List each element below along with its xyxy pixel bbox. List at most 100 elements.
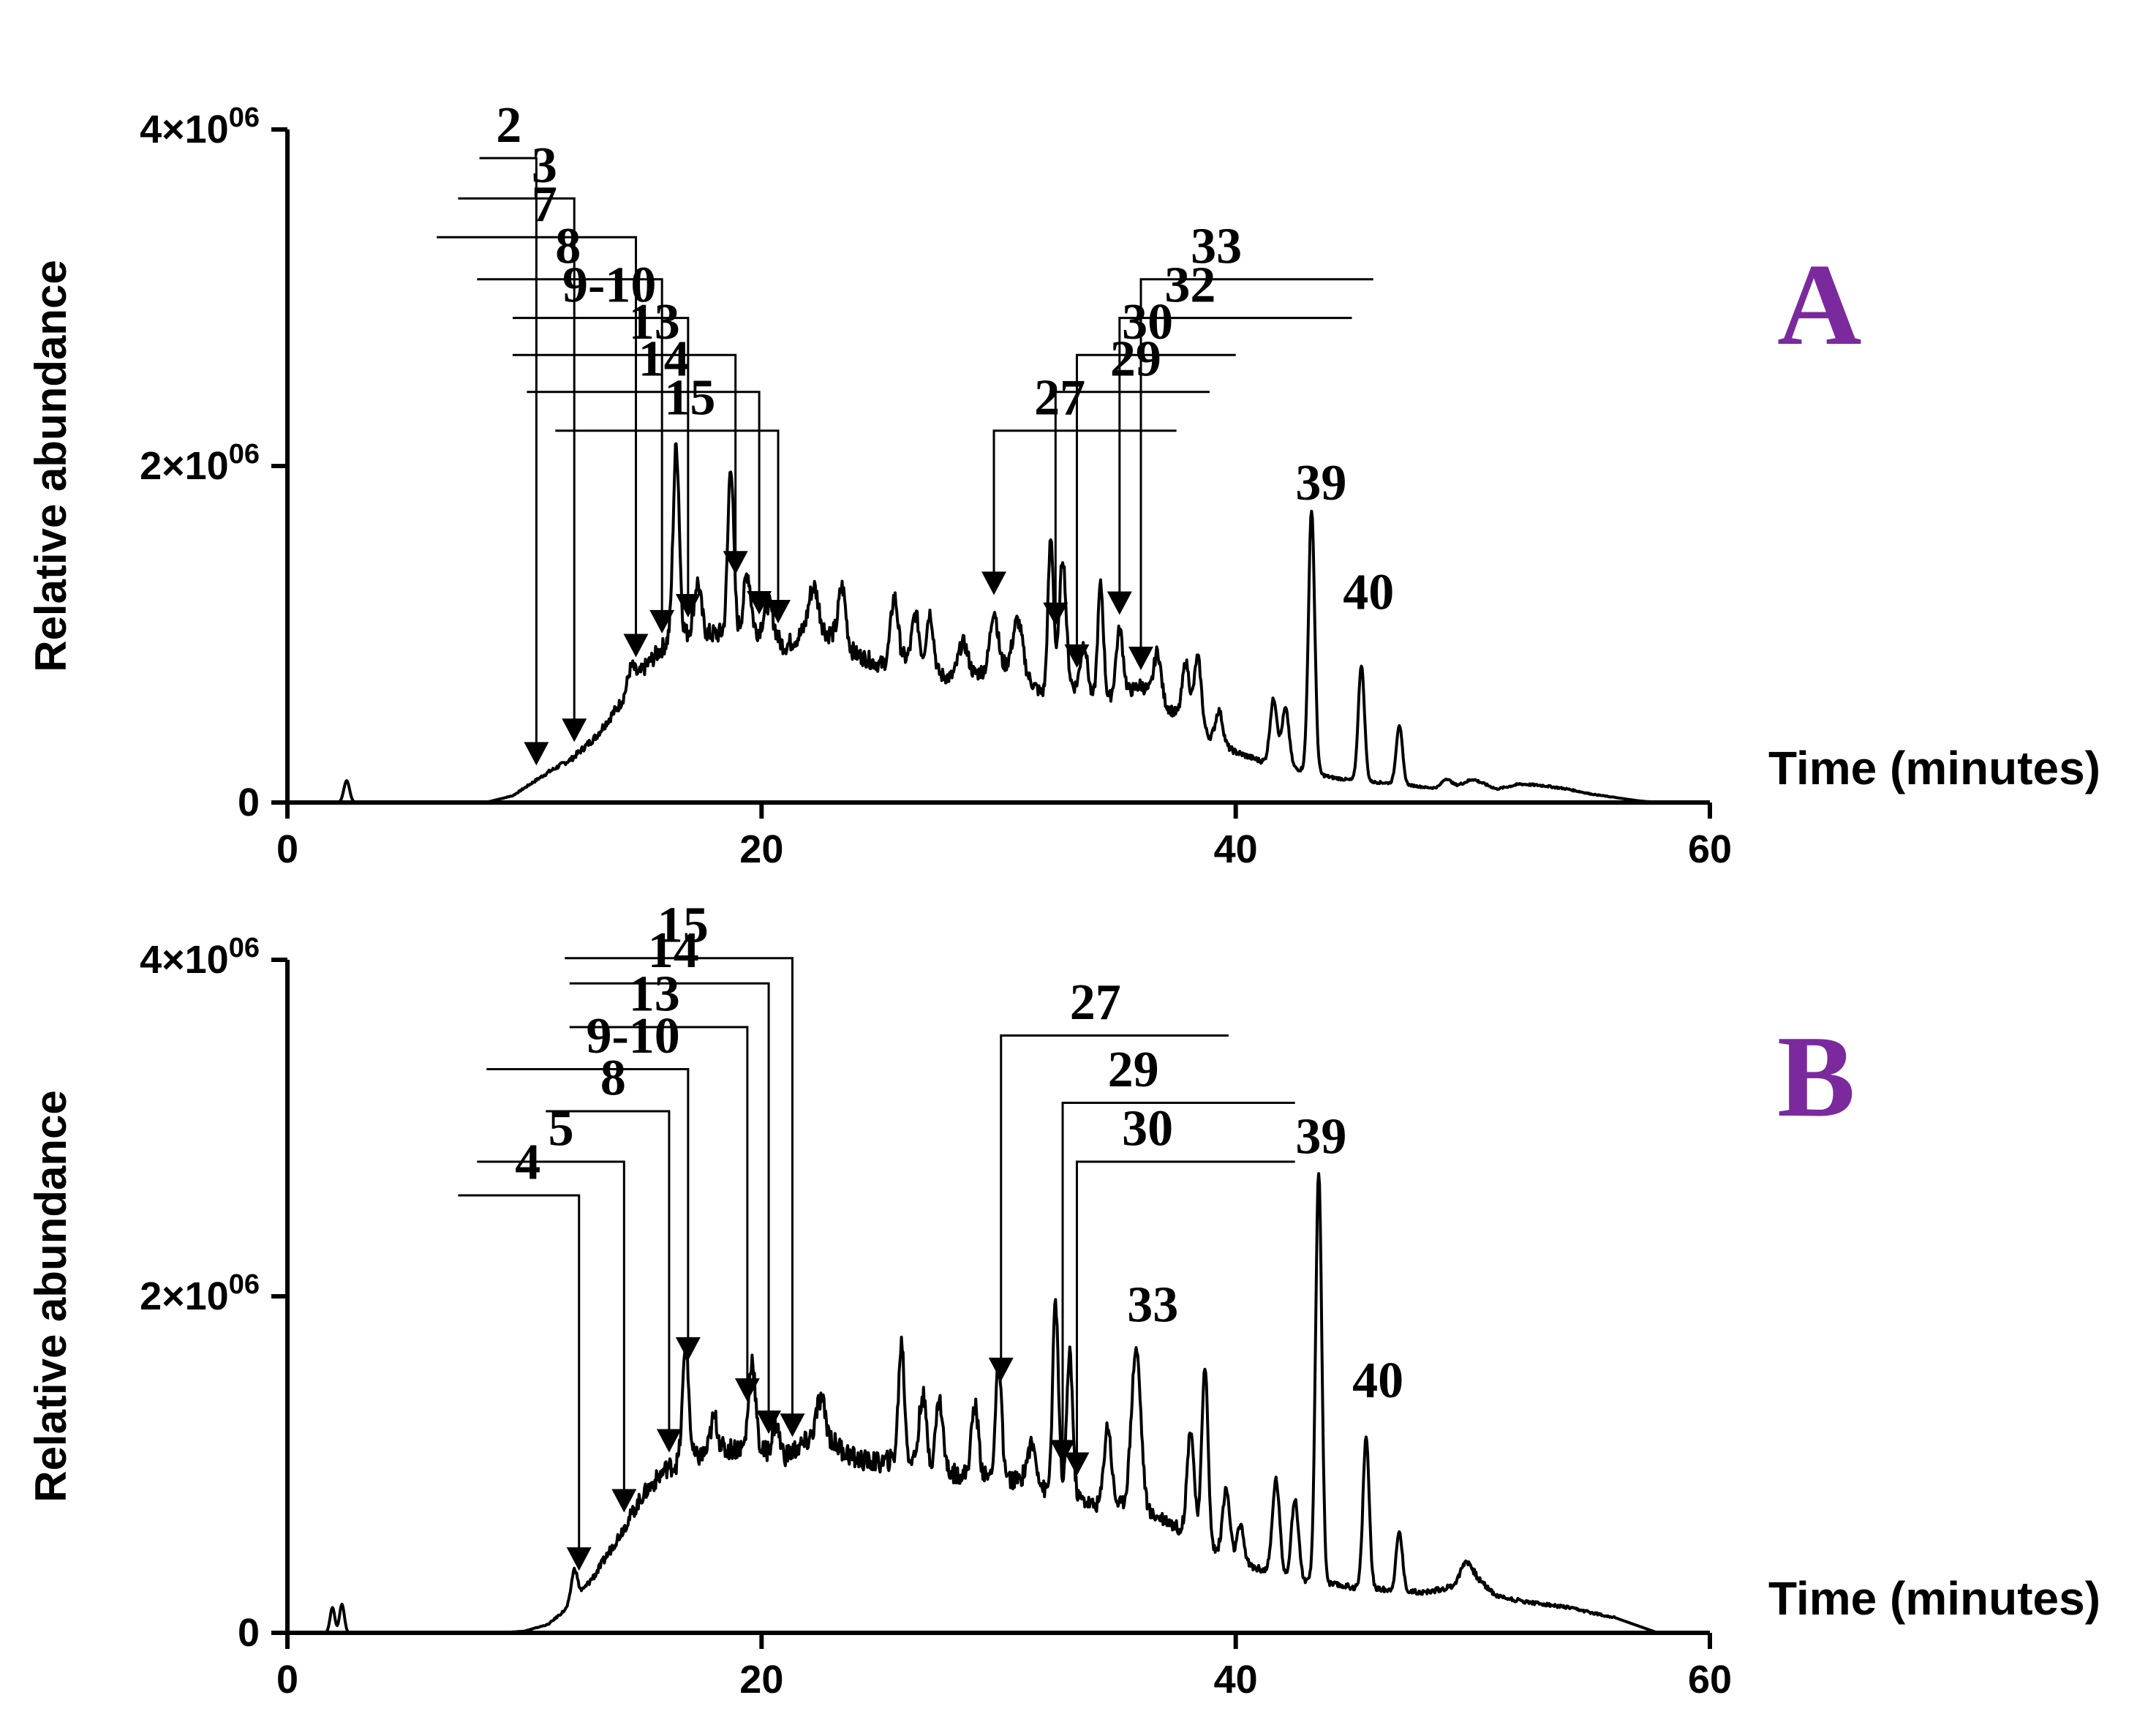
panel-label: B <box>1777 1011 1855 1141</box>
annotation-label: 14 <box>648 922 699 979</box>
annotation-leader <box>569 982 770 1413</box>
x-tick-label: 0 <box>276 827 298 871</box>
peak-label: 40 <box>1352 1353 1403 1409</box>
annotation-leader <box>569 1026 749 1380</box>
x-tick-label: 40 <box>1214 1658 1258 1702</box>
annotation-leader <box>527 391 761 593</box>
x-axis-label: Time (minutes) <box>1768 1572 2100 1625</box>
arrowhead <box>649 609 675 634</box>
annotation-leader <box>565 957 794 1416</box>
peak-annotation: 4 <box>458 1135 592 1571</box>
chromatogram-trace <box>287 442 1711 804</box>
annotation-leader <box>1139 278 1373 648</box>
arrowhead <box>562 718 587 743</box>
peak-annotation: 14 <box>527 331 772 615</box>
peak-annotation: 15 <box>555 369 791 624</box>
arrowhead <box>675 1337 701 1361</box>
peak-annotation: 30 <box>1064 294 1236 668</box>
annotation-leader <box>1118 317 1352 593</box>
annotation-leader <box>555 429 780 602</box>
panel-label: A <box>1777 239 1862 369</box>
arrowhead <box>981 571 1007 595</box>
arrowhead <box>1064 644 1090 668</box>
annotation-label: 13 <box>629 966 680 1023</box>
annotation-leader <box>512 353 737 553</box>
peak-annotation: 13 <box>569 966 760 1402</box>
arrowhead <box>780 1413 805 1438</box>
arrowhead <box>675 593 701 617</box>
peak-annotation: 29 <box>1050 1042 1295 1464</box>
panel-a: 0 20 40 60 0 2×1006 4×1006 Relative abundance Ti… <box>26 97 2100 871</box>
annotation-leader <box>458 1194 581 1549</box>
peak-label: 33 <box>1127 1277 1178 1334</box>
annotation-label: 15 <box>664 369 715 426</box>
annotation-leader <box>1075 1160 1295 1454</box>
annotation-leader <box>486 1068 690 1339</box>
arrowhead <box>524 742 549 766</box>
annotation-leader <box>512 317 690 595</box>
peak-annotation: 8 <box>546 1051 682 1453</box>
y-axis-label: Relative abundance <box>26 260 75 672</box>
peak-label: 40 <box>1343 565 1394 621</box>
annotation-label: 5 <box>549 1101 574 1157</box>
arrowhead <box>723 551 748 575</box>
peak-annotation: 5 <box>477 1101 637 1513</box>
arrowhead <box>623 634 649 658</box>
arrowhead <box>756 1410 782 1435</box>
annotation-label: 14 <box>638 331 690 388</box>
y-tick-label: 0 <box>238 1611 260 1655</box>
x-tick-label: 20 <box>739 827 783 871</box>
y-tick-label: 4×1006 <box>140 933 260 982</box>
x-axis-label: Time (minutes) <box>1768 742 2100 794</box>
chromatogram-trace <box>287 1172 1711 1634</box>
arrowhead <box>566 1547 592 1571</box>
arrowhead <box>1043 602 1068 626</box>
x-tick-label: 20 <box>739 1658 783 1702</box>
annotation-leader <box>479 157 538 744</box>
arrowhead <box>611 1489 637 1513</box>
annotation-label: 9-10 <box>562 257 656 313</box>
annotation-label: 3 <box>532 138 557 194</box>
annotation-label: 30 <box>1122 1101 1173 1157</box>
peak-annotation: 13 <box>512 294 748 575</box>
peak-annotation: 9-10 <box>486 1008 701 1361</box>
x-tick-label: 0 <box>276 1658 298 1702</box>
annotation-label: 9-10 <box>586 1008 679 1064</box>
annotation-label: 8 <box>600 1051 626 1107</box>
y-tick-label: 0 <box>238 781 260 824</box>
annotation-leader <box>1061 1102 1295 1442</box>
peak-annotation: 9-10 <box>512 257 701 617</box>
annotation-label: 32 <box>1164 257 1215 313</box>
annotation-leader <box>546 1110 671 1431</box>
annotation-leader <box>1075 353 1236 646</box>
arrowhead <box>747 591 772 615</box>
annotation-label: 13 <box>629 294 680 350</box>
x-tick-label: 60 <box>1688 1658 1732 1702</box>
annotation-label: 15 <box>657 897 709 953</box>
peak-label: 39 <box>1295 1109 1346 1165</box>
peak-annotation: 30 <box>1064 1101 1295 1476</box>
y-axis-label: Relative abundance <box>26 1090 75 1503</box>
y-tick-label: 2×1006 <box>140 1269 260 1318</box>
annotation-leader <box>1000 1034 1229 1359</box>
annotation-label: 8 <box>555 218 581 274</box>
arrowhead <box>734 1378 760 1402</box>
peak-annotation: 3 <box>458 138 587 743</box>
x-tick-label: 60 <box>1688 827 1732 871</box>
annotation-label: 2 <box>496 97 521 154</box>
annotation-label: 30 <box>1122 294 1173 350</box>
x-tick-label: 40 <box>1214 827 1258 871</box>
arrowhead <box>1128 646 1153 670</box>
y-tick-label: 4×1006 <box>140 102 260 151</box>
annotation-leader <box>1054 391 1210 604</box>
peak-annotation: 33 <box>1128 218 1373 670</box>
annotation-label: 27 <box>1070 974 1121 1031</box>
peak-annotation: 2 <box>479 97 549 766</box>
annotation-leader <box>458 197 576 721</box>
annotation-label: 7 <box>532 176 557 233</box>
annotation-leader <box>992 429 1177 574</box>
peak-annotation: 15 <box>565 897 805 1438</box>
arrowhead <box>656 1429 682 1453</box>
annotation-label: 29 <box>1108 1042 1159 1098</box>
